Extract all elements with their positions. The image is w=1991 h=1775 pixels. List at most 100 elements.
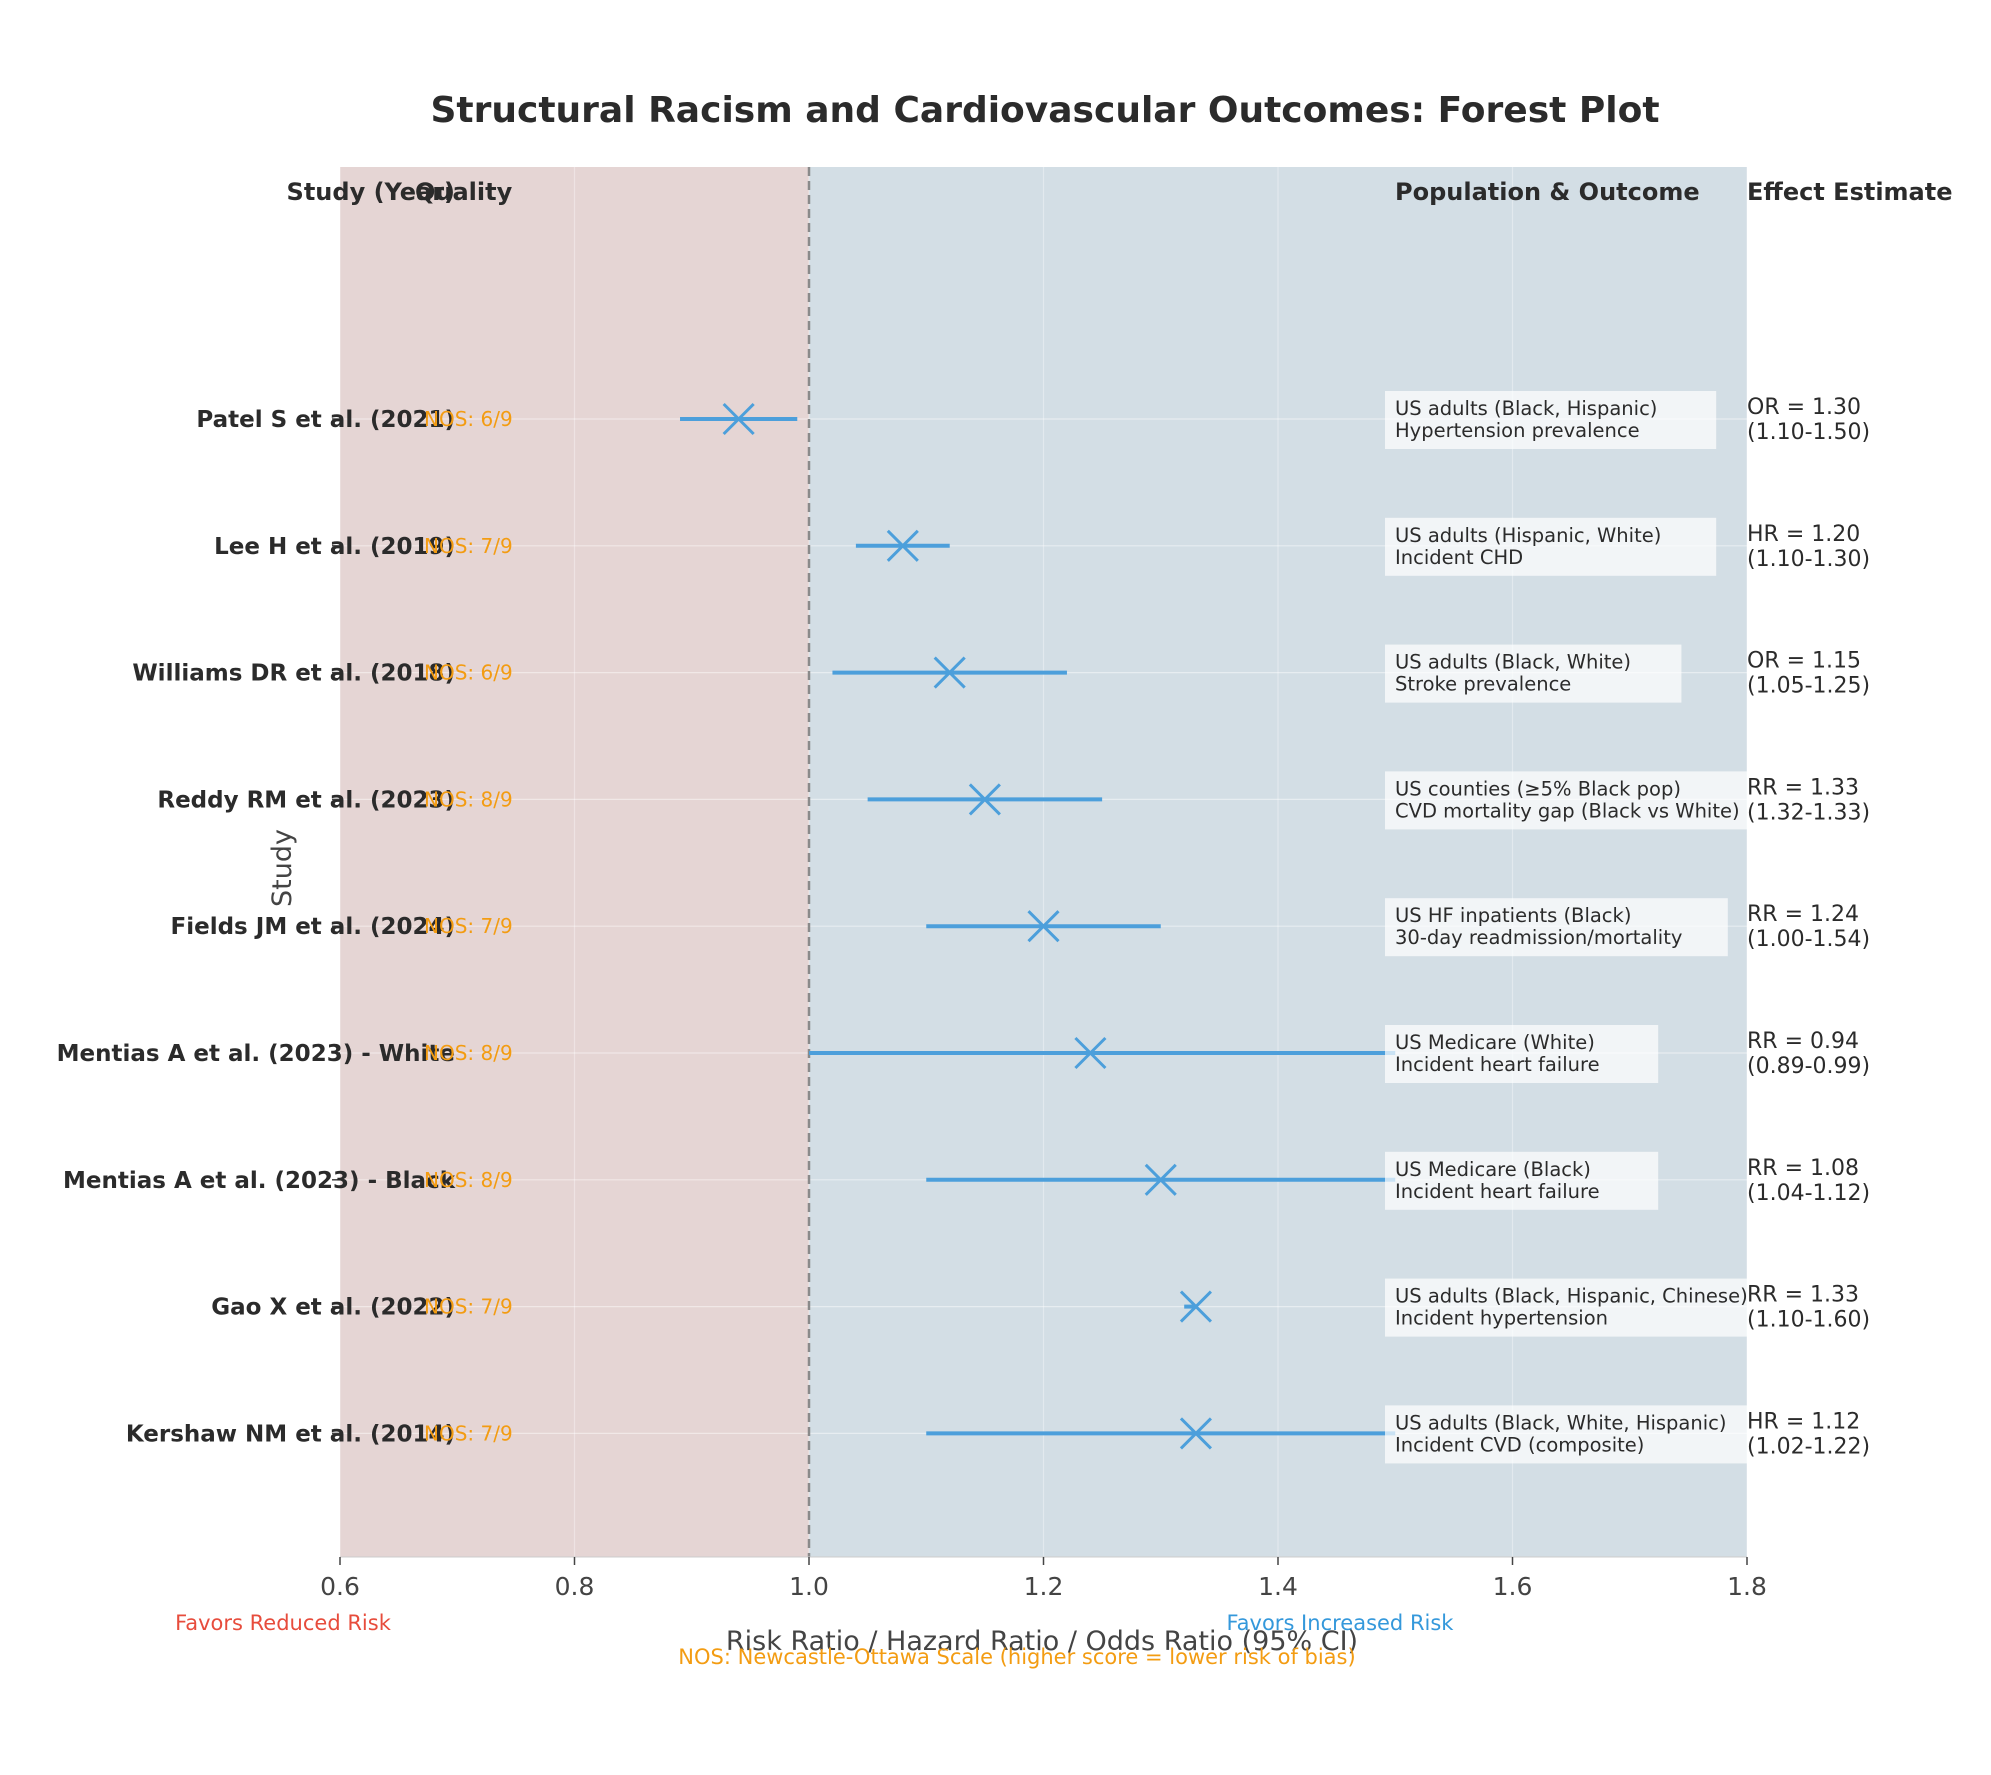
chart-title: Structural Racism and Cardiovascular Out… — [430, 90, 1659, 131]
effect-estimate: RR = 1.08 — [1747, 1156, 1859, 1181]
x-tick-label: 1.2 — [1024, 1572, 1064, 1601]
population-text: US adults (Black, Hispanic) — [1395, 397, 1657, 420]
effect-estimate: RR = 1.24 — [1747, 902, 1859, 927]
outcome-text: Incident hypertension — [1395, 1307, 1608, 1330]
favors-increased-risk-label: Favors Increased Risk — [1227, 1611, 1455, 1635]
x-tick-label: 0.6 — [320, 1572, 360, 1601]
study-label: Lee H et al. (2019) — [214, 534, 455, 560]
study-row: Patel S et al. (2021)NOS: 6/9 US adults (… — [196, 391, 1870, 449]
effect-estimate: HR = 1.20 — [1747, 522, 1860, 547]
study-row: Reddy RM et al. (2023)NOS: 8/9 US countie… — [157, 771, 1870, 830]
study-label: Williams DR et al. (2018) — [132, 661, 455, 687]
quality-label: NOS: 7/9 — [424, 534, 513, 558]
favors-reduced-region — [340, 167, 809, 1557]
study-row: Gao X et al. (2022)NOS: 7/9 US adults (Bl… — [211, 1278, 1870, 1337]
population-text: US adults (Black, White, Hispanic) — [1395, 1411, 1727, 1434]
population-box — [1385, 771, 1752, 830]
point-estimate-stroke-b — [1074, 1036, 1107, 1070]
study-row: Williams DR et al. (2018)NOS: 6/9 US adul… — [132, 644, 1870, 703]
x-tick-label: 1.8 — [1727, 1572, 1767, 1601]
study-row: Lee H et al. (2019)NOS: 7/9 US adults (Hi… — [214, 517, 1870, 576]
population-box — [1385, 898, 1728, 957]
x-tick-label: 1.4 — [1258, 1572, 1298, 1601]
population-box — [1385, 644, 1682, 703]
population-text: US Medicare (White) — [1395, 1031, 1595, 1054]
header-study: Study (Year) — [287, 178, 455, 206]
effect-ci: (1.32-1.33) — [1747, 800, 1870, 825]
point-estimate-stroke-b — [722, 402, 755, 436]
effect-ci: (1.10-1.50) — [1747, 420, 1870, 445]
point-estimate-stroke-b — [968, 783, 1001, 816]
quality-label: NOS: 8/9 — [424, 1041, 513, 1065]
population-box — [1385, 1405, 1752, 1464]
effect-ci: (1.10-1.60) — [1747, 1308, 1870, 1333]
point-estimate-stroke-b — [1179, 1417, 1212, 1450]
effect-estimate: RR = 0.94 — [1747, 1029, 1859, 1054]
x-axis: 0.6 0.8 1.0 1.2 1.4 1.6 1.8 — [320, 1556, 1767, 1601]
outcome-text: Incident heart failure — [1395, 1180, 1600, 1203]
outcome-text: Incident heart failure — [1395, 1053, 1600, 1076]
header-quality: Quality — [415, 178, 513, 206]
point-estimate-stroke-b — [1027, 910, 1060, 943]
point-estimate-stroke-b — [933, 656, 966, 689]
x-axis-label: Risk Ratio / Hazard Ratio / Odds Ratio (… — [726, 1626, 1358, 1657]
population-text: US HF inpatients (Black) — [1395, 904, 1631, 927]
outcome-text: Hypertension prevalence — [1395, 419, 1640, 442]
quality-label: NOS: 6/9 — [424, 661, 513, 685]
y-axis-label: Study — [267, 829, 298, 907]
effect-estimate: OR = 1.30 — [1747, 395, 1861, 420]
study-row: Kershaw NM et al. (2014)NOS: 7/9 US adult… — [126, 1405, 1870, 1464]
study-label: Patel S et al. (2021) — [196, 407, 455, 433]
favors-reduced-risk-label: Favors Reduced Risk — [175, 1611, 392, 1635]
outcome-text: CVD mortality gap (Black vs White) — [1395, 799, 1740, 822]
effect-ci: (1.02-1.22) — [1747, 1434, 1870, 1459]
effect-ci: (1.10-1.30) — [1747, 547, 1870, 572]
population-text: US adults (Hispanic, White) — [1395, 524, 1661, 547]
header-effect: Effect Estimate — [1747, 178, 1953, 206]
population-text: US adults (Black, White) — [1395, 651, 1631, 674]
effect-estimate: RR = 1.33 — [1747, 1283, 1859, 1308]
point-estimate-stroke-b — [886, 529, 919, 562]
outcome-text: Incident CVD (composite) — [1395, 1433, 1644, 1456]
quality-label: NOS: 7/9 — [424, 1295, 513, 1319]
outcome-text: 30-day readmission/mortality — [1395, 926, 1682, 949]
outcome-text: Incident CHD — [1395, 546, 1523, 569]
population-box — [1385, 1025, 1659, 1083]
study-label: Gao X et al. (2022) — [211, 1295, 455, 1321]
study-label: Fields JM et al. (2024) — [171, 914, 455, 940]
effect-estimate: OR = 1.15 — [1747, 649, 1861, 674]
population-box — [1385, 1151, 1659, 1210]
population-box — [1385, 391, 1717, 449]
study-label: Mentias A et al. (2023) - White — [57, 1041, 455, 1067]
x-tick-label: 0.8 — [555, 1572, 595, 1601]
population-text: US counties (≥5% Black pop) — [1395, 777, 1681, 800]
footnote-nos: NOS: Newcastle-Ottawa Scale (higher scor… — [678, 1645, 1355, 1669]
quality-label: NOS: 7/9 — [424, 1421, 513, 1445]
effect-ci: (0.89-0.99) — [1747, 1054, 1870, 1079]
study-label: Kershaw NM et al. (2014) — [126, 1421, 455, 1447]
population-text: US adults (Black, Hispanic, Chinese) — [1395, 1285, 1748, 1308]
study-label: Reddy RM et al. (2023) — [157, 787, 455, 813]
effect-estimate: HR = 1.12 — [1747, 1409, 1860, 1434]
point-estimate-stroke-b — [1144, 1163, 1177, 1196]
effect-ci: (1.00-1.54) — [1747, 927, 1870, 952]
effect-ci: (1.04-1.12) — [1747, 1181, 1870, 1206]
effect-ci: (1.05-1.25) — [1747, 674, 1870, 699]
header-population: Population & Outcome — [1395, 178, 1700, 206]
effect-estimate: RR = 1.33 — [1747, 775, 1859, 800]
study-label: Mentias A et al. (2023) - Black — [63, 1168, 456, 1194]
x-tick-label: 1.6 — [1493, 1572, 1533, 1601]
x-tick-label: 1.0 — [789, 1572, 829, 1601]
quality-label: NOS: 8/9 — [424, 1168, 513, 1192]
outcome-text: Stroke prevalence — [1395, 673, 1571, 696]
point-estimate-stroke-b — [1179, 1290, 1212, 1323]
population-box — [1385, 1278, 1752, 1337]
quality-label: NOS: 7/9 — [424, 914, 513, 938]
study-rows: Patel S et al. (2021) NOS: 6/9 US adults (… — [57, 391, 1870, 1464]
study-row: Fields JM et al. (2024)NOS: 7/9 US HF inp… — [171, 898, 1870, 957]
quality-label: NOS: 8/9 — [424, 787, 513, 811]
population-box — [1385, 517, 1717, 576]
